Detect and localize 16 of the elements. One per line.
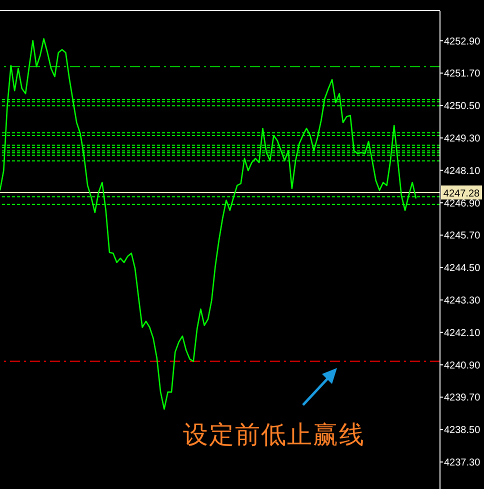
y-tick-label: 4248.10 bbox=[444, 166, 481, 177]
y-tick-label: 4242.10 bbox=[444, 328, 481, 339]
y-tick-label: 4244.50 bbox=[444, 263, 481, 274]
y-tick-label: 4238.50 bbox=[444, 425, 481, 436]
y-tick-label: 4245.70 bbox=[444, 230, 481, 242]
y-tick-label: 4239.70 bbox=[444, 392, 481, 404]
y-tick-label: 4246.90 bbox=[444, 198, 481, 210]
y-tick-label: 4240.90 bbox=[444, 360, 481, 372]
y-tick-label: 4252.90 bbox=[444, 36, 481, 48]
y-tick-label: 4250.50 bbox=[444, 101, 481, 112]
y-tick-label: 4249.30 bbox=[444, 133, 481, 144]
y-tick-label: 4243.30 bbox=[444, 296, 481, 307]
annotation: 设定前低止赢线 bbox=[183, 419, 365, 451]
y-tick-label: 4237.30 bbox=[444, 458, 481, 469]
y-tick-label: 4251.70 bbox=[444, 68, 481, 80]
ref-line-label: 4247.28 bbox=[443, 188, 480, 200]
